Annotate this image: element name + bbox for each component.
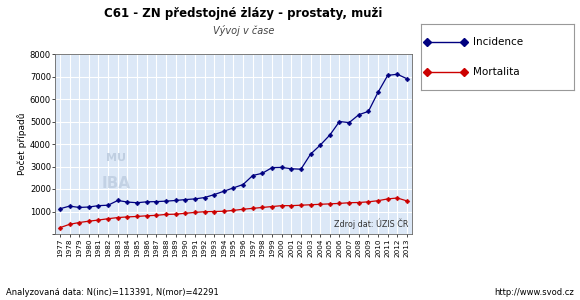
Text: IBA: IBA xyxy=(102,176,130,191)
Text: Mortalita: Mortalita xyxy=(473,67,519,76)
Text: Zdroj dat: ÚZIS ČR: Zdroj dat: ÚZIS ČR xyxy=(334,218,408,229)
Text: MU: MU xyxy=(106,153,126,164)
Text: http://www.svod.cz: http://www.svod.cz xyxy=(494,288,574,297)
Text: C61 - ZN předstojné żlázy - prostaty, muži: C61 - ZN předstojné żlázy - prostaty, mu… xyxy=(104,8,383,20)
Text: Vývoj v čase: Vývoj v čase xyxy=(213,26,274,37)
Y-axis label: Počet případů: Počet případů xyxy=(17,113,27,175)
Text: Incidence: Incidence xyxy=(473,38,523,47)
Text: Analyzovaná data: N(inc)=113391, N(mor)=42291: Analyzovaná data: N(inc)=113391, N(mor)=… xyxy=(6,288,219,297)
